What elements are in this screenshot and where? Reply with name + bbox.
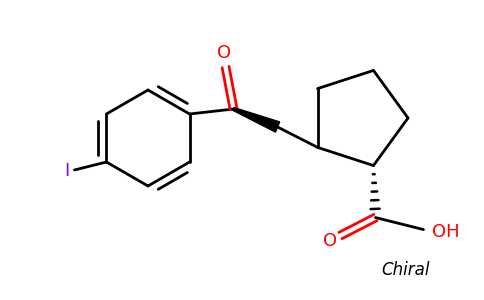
Text: I: I (64, 162, 69, 180)
Polygon shape (233, 108, 280, 132)
Text: OH: OH (432, 223, 459, 241)
Text: Chiral: Chiral (381, 261, 430, 279)
Text: O: O (216, 44, 231, 62)
Text: O: O (323, 232, 337, 250)
